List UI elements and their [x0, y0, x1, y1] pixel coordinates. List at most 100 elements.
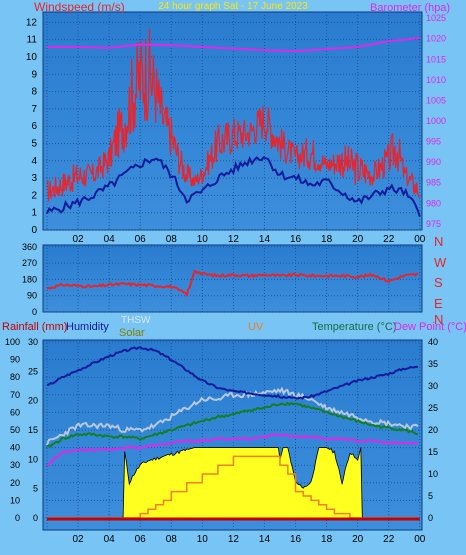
barometer-ytick-label: 1000	[426, 116, 446, 126]
compass-label: E	[434, 296, 443, 311]
rainfall-ytick-label: 20	[28, 396, 38, 406]
humidity-ytick-label: 50	[10, 425, 20, 435]
wind-xtick-label: 18	[321, 234, 333, 245]
wind-xtick-label: 22	[383, 234, 395, 245]
barometer-ytick-label: 1010	[426, 75, 446, 85]
humidity-ytick-label: 10	[10, 495, 20, 505]
rainfall-ytick-label: 15	[28, 425, 38, 435]
barometer-ytick-label: 1005	[426, 95, 446, 105]
dewpoint-ytick-label: 30	[428, 381, 438, 391]
wind-ytick-label: 5	[31, 138, 37, 149]
barometer-ytick-label: 1025	[426, 13, 446, 23]
wind-xtick-label: 20	[352, 234, 364, 245]
wind-xtick-label: 06	[135, 234, 147, 245]
chart-title: 24 hour graph Sat - 17 June 2023	[158, 1, 308, 12]
barometer-ytick-label: 995	[426, 137, 441, 147]
temp-xtick-label: 18	[321, 534, 333, 545]
barometer-ytick-label: 975	[426, 219, 441, 229]
winddir-ytick-label: 90	[27, 291, 37, 301]
temp-xtick-label: 16	[290, 534, 302, 545]
windspeed-series-line	[46, 28, 420, 202]
axis-label-uv: UV	[248, 321, 264, 333]
barometer-ytick-label: 980	[426, 198, 441, 208]
humidity-series-line	[46, 346, 419, 400]
rainfall-ytick-label: 10	[28, 454, 38, 464]
dewpoint-series-line	[46, 433, 419, 467]
compass-label: W	[434, 255, 447, 270]
wind-xtick-label: 08	[166, 234, 178, 245]
barometer-ytick-label: 990	[426, 157, 441, 167]
winddir-series-line	[46, 269, 419, 298]
dewpoint-ytick-label: 20	[428, 425, 438, 435]
axis-label-solar: Solar	[119, 327, 145, 339]
dewpoint-ytick-label: 35	[428, 359, 438, 369]
wind-ytick-label: 9	[31, 69, 37, 80]
dewpoint-ytick-label: 0	[428, 513, 433, 523]
barometer-axis-label: Barometer (hpa)	[370, 2, 450, 14]
axis-label-temperature-c: Temperature (°C)	[312, 321, 396, 333]
rainfall-ytick-label: 25	[28, 366, 38, 376]
windspeed-average-line	[46, 155, 421, 217]
barometer-ytick-label: 1015	[426, 54, 446, 64]
uv-series-line	[47, 455, 420, 519]
rainfall-ytick-label: 5	[33, 484, 38, 494]
humidity-ytick-label: 90	[10, 355, 20, 365]
humidity-ytick-label: 60	[10, 407, 20, 417]
temp-xtick-label: 12	[228, 534, 240, 545]
humidity-ytick-label: 40	[10, 443, 20, 453]
wind-ytick-label: 6	[31, 121, 37, 132]
barometer-ytick-label: 1020	[426, 34, 446, 44]
wind-xtick-label: 12	[228, 234, 240, 245]
temp-xtick-label: 20	[352, 534, 364, 545]
compass-label: N	[434, 312, 443, 327]
winddir-ytick-label: 360	[22, 242, 37, 252]
wind-ytick-label: 11	[27, 35, 38, 46]
temp-xtick-label: 14	[259, 534, 271, 545]
axis-label-rainfall-mm: Rainfall (mm)	[2, 321, 67, 333]
compass-label: N	[434, 234, 443, 249]
wind-xtick-label: 04	[104, 234, 116, 245]
temp-xtick-label: 04	[104, 534, 116, 545]
humidity-ytick-label: 0	[15, 513, 20, 523]
wind-xtick-label: 02	[73, 234, 85, 245]
wind-xtick-label: 14	[259, 234, 271, 245]
temp-xtick-label: 06	[135, 534, 147, 545]
temp-xtick-label: 02	[73, 534, 85, 545]
rainfall-ytick-label: 30	[28, 337, 38, 347]
winddir-panel-plot-area	[42, 244, 423, 313]
axis-label-dew-point-c: Dew Point (°C)	[394, 321, 466, 333]
dewpoint-ytick-label: 15	[428, 447, 438, 457]
temperature-series-line	[46, 401, 419, 448]
humidity-ytick-label: 30	[10, 460, 20, 470]
humidity-ytick-label: 80	[10, 372, 20, 382]
axis-label-humidity: Humidity	[66, 321, 109, 333]
winddir-ytick-label: 270	[22, 258, 37, 268]
wind-xtick-label: 00	[414, 234, 426, 245]
humidity-ytick-label: 70	[10, 390, 20, 400]
wind-ytick-label: 1	[31, 208, 37, 219]
temp-xtick-label: 00	[414, 534, 426, 545]
winddir-ytick-label: 0	[32, 307, 37, 317]
temp-xtick-label: 08	[166, 534, 178, 545]
humidity-ytick-label: 100	[5, 337, 20, 347]
wind-xtick-label: 16	[290, 234, 302, 245]
wind-ytick-label: 4	[31, 156, 37, 167]
wind-ytick-label: 2	[31, 190, 37, 201]
temp-xtick-label: 22	[383, 534, 395, 545]
dewpoint-ytick-label: 10	[428, 469, 438, 479]
wind-ytick-label: 7	[31, 104, 37, 115]
wind-xtick-label: 10	[197, 234, 209, 245]
windspeed-axis-label: Windspeed (m/s)	[34, 0, 125, 14]
wind-ytick-label: 12	[26, 17, 38, 28]
rainfall-ytick-label: 0	[33, 513, 38, 523]
wind-ytick-label: 8	[31, 87, 37, 98]
compass-label: S	[434, 275, 443, 290]
humidity-ytick-label: 20	[10, 478, 20, 488]
wind-ytick-label: 0	[31, 225, 37, 236]
wind-ytick-label: 10	[26, 52, 38, 63]
thsw-series-line	[46, 386, 419, 446]
winddir-ytick-label: 180	[22, 274, 37, 284]
wind-ytick-label: 3	[31, 173, 37, 184]
